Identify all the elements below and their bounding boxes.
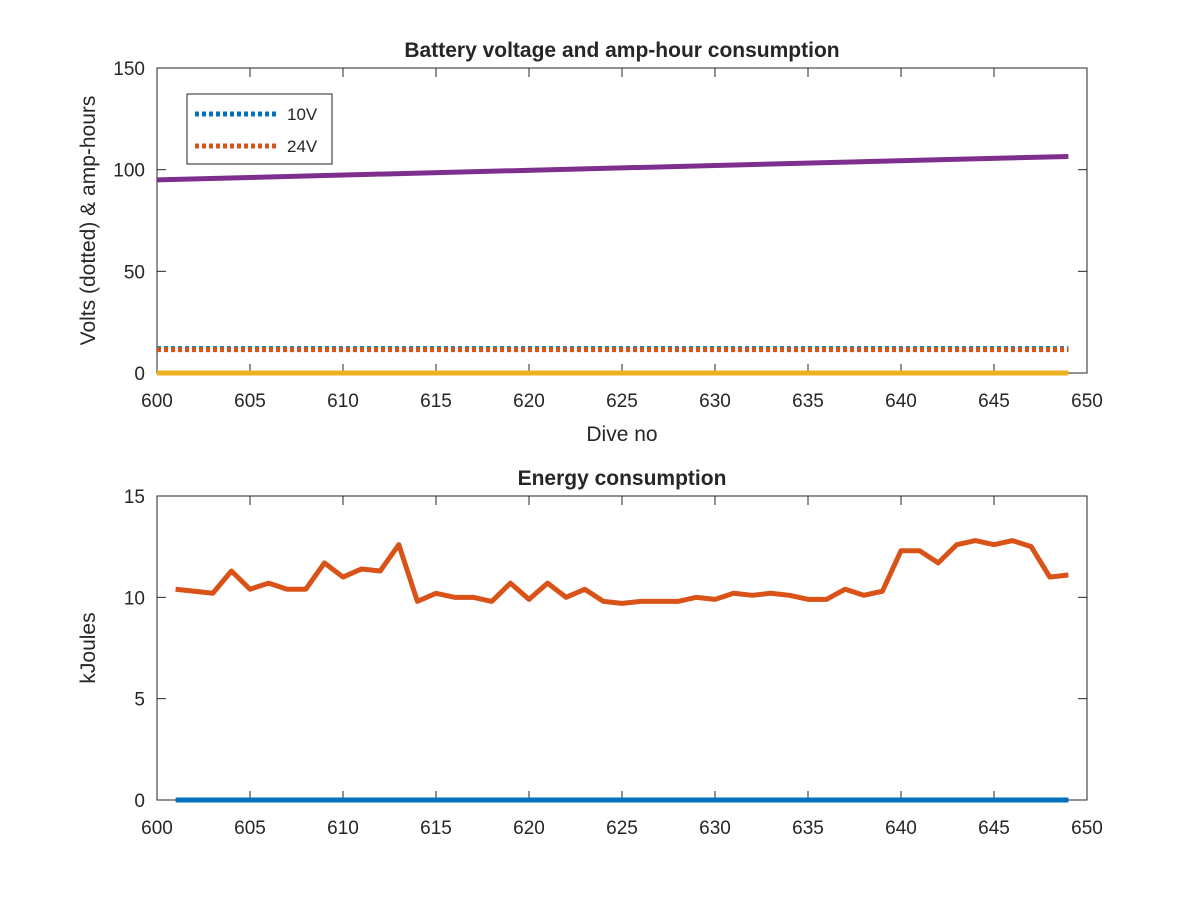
x-tick-label: 600 [141,391,173,412]
x-tick-label: 625 [606,391,638,412]
y-axis-label: kJoules [77,612,100,683]
x-tick-label: 640 [885,818,917,839]
legend-box [186,93,333,165]
y-tick-label: 150 [113,59,145,80]
x-tick-label: 650 [1071,818,1103,839]
y-tick-label: 0 [134,791,145,812]
x-tick-label: 630 [699,818,731,839]
x-tick-label: 615 [420,391,452,412]
x-tick-label: 620 [513,391,545,412]
x-tick-label: 640 [885,391,917,412]
x-tick-label: 615 [420,818,452,839]
x-tick-label: 635 [792,818,824,839]
chart-title: Battery voltage and amp-hour consumption [404,39,839,62]
y-tick-label: 50 [124,262,145,283]
y-tick-label: 0 [134,364,145,385]
chart-title: Energy consumption [518,467,727,490]
legend-label: 24V [287,137,318,156]
axes-box [156,495,1088,801]
y-tick-label: 10 [124,588,145,609]
x-tick-label: 635 [792,391,824,412]
x-tick-label: 605 [234,818,266,839]
x-tick-label: 605 [234,391,266,412]
legend-label: 10V [287,105,318,124]
x-tick-label: 645 [978,391,1010,412]
x-axis-label: Dive no [586,423,657,446]
x-tick-label: 610 [327,391,359,412]
series-line-3 [157,153,1069,183]
series-line-1 [175,538,1069,606]
x-tick-label: 650 [1071,391,1103,412]
chart-1: Battery voltage and amp-hour consumption… [77,39,1103,446]
y-axis-label: Volts (dotted) & amp-hours [77,96,100,346]
x-tick-label: 645 [978,818,1010,839]
y-tick-label: 100 [113,161,145,182]
x-tick-label: 610 [327,818,359,839]
x-tick-label: 630 [699,391,731,412]
x-tick-label: 600 [141,818,173,839]
y-tick-label: 5 [134,690,145,711]
y-tick-label: 15 [124,487,145,508]
chart-2: Energy consumption 600 605 610 615 620 625 630 6… [77,467,1103,839]
x-tick-label: 625 [606,818,638,839]
x-tick-label: 620 [513,818,545,839]
legend: 10V 24V [186,93,333,165]
